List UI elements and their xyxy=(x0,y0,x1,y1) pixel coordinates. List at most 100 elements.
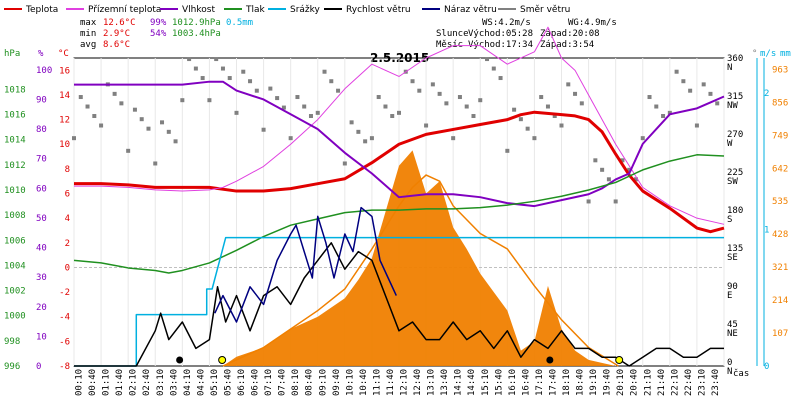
tick-hpa: 1000 xyxy=(4,312,26,322)
tick-solar: 107 xyxy=(772,329,788,339)
tick-x: 07:40 xyxy=(278,369,288,396)
tick-x: 05:40 xyxy=(223,369,233,396)
wind-dir-dot xyxy=(146,126,151,131)
tick-hpa: 1008 xyxy=(4,211,26,221)
wind-dir-dot xyxy=(471,114,476,119)
tick-x: 14:10 xyxy=(454,369,464,396)
wind-dir-dot xyxy=(633,177,638,182)
tick-solar: 963 xyxy=(772,65,788,75)
tick-x: 06:40 xyxy=(251,369,261,396)
tick-x: 10:10 xyxy=(345,369,355,396)
sunrise-marker xyxy=(218,356,227,364)
tick-degc: 0 xyxy=(65,263,70,273)
wind-dir-dot xyxy=(112,91,117,96)
wind-dir-dot xyxy=(132,107,137,112)
wind-dir-dot xyxy=(478,98,483,103)
tick-hpa: 1004 xyxy=(4,261,26,271)
tick-deg: 90 xyxy=(727,282,738,292)
tick-degc: 2 xyxy=(65,239,70,249)
tick-degc: 12 xyxy=(59,116,70,126)
unit-degc: °C xyxy=(58,49,69,59)
wind-dir-dot xyxy=(207,98,212,103)
wind-dir-dot xyxy=(315,110,320,115)
tick-deg: 135 xyxy=(727,244,743,254)
tick-hpa: 1010 xyxy=(4,186,26,196)
wind-dir-dot xyxy=(78,95,83,100)
wind-dir-dot xyxy=(261,127,266,132)
wind-dir-dot xyxy=(254,88,259,93)
series-Srážky xyxy=(74,236,724,367)
wind-dir-dot xyxy=(437,91,442,96)
tick-dir: NE xyxy=(727,329,738,339)
tick-hpa: 1002 xyxy=(4,287,26,297)
unit-ms: m/s xyxy=(760,49,776,59)
legend-label: Náraz větru xyxy=(444,5,497,15)
tick-pct: 10 xyxy=(36,332,47,342)
tick-degc: -8 xyxy=(59,362,70,372)
unit-cas: čas xyxy=(733,368,749,379)
wind-dir-dot xyxy=(600,167,605,172)
tick-x: 14:40 xyxy=(467,369,477,396)
min-temp: 2.9°C xyxy=(103,29,130,39)
wind-dir-dot xyxy=(573,91,578,96)
wind-dir-dot xyxy=(119,101,124,106)
moonrise-marker xyxy=(546,356,554,364)
tick-pct: 80 xyxy=(36,125,47,135)
wind-dir-dot xyxy=(485,57,490,62)
moon-label: Měsíc xyxy=(436,40,463,50)
tick-x: 02:10 xyxy=(129,369,139,396)
sun-label: Slunce xyxy=(436,29,469,39)
tick-x: 00:40 xyxy=(88,369,98,396)
wind-dir-dot xyxy=(99,123,104,128)
tick-hpa: 998 xyxy=(4,337,20,347)
wind-dir-dot xyxy=(369,136,374,141)
tick-dir: NW xyxy=(727,101,738,111)
avg-label: avg xyxy=(80,40,96,50)
legend: Teplota Přízemní teplota Vlhkost Tlak Srážky… xyxy=(4,5,570,15)
wind-dir-dot xyxy=(234,110,239,115)
wind-dir-dot xyxy=(457,95,462,100)
tick-x: 12:10 xyxy=(400,369,410,396)
wind-dir-dot xyxy=(444,101,449,106)
min-pressure: 1003.4hPa xyxy=(172,29,221,39)
tick-degc: 14 xyxy=(59,91,70,101)
tick-dir: N xyxy=(727,63,732,73)
wind-dir-dot xyxy=(268,86,273,91)
wind-dir-dot xyxy=(518,117,523,122)
tick-solar: 321 xyxy=(772,263,788,273)
min-humidity: 54% xyxy=(150,29,167,39)
tick-deg: 0 xyxy=(727,358,732,368)
wind-dir-dot xyxy=(288,136,293,141)
tick-degc: 16 xyxy=(59,66,70,76)
wind-dir-dot xyxy=(397,110,401,115)
wind-dir-dot xyxy=(363,139,368,144)
tick-deg: 45 xyxy=(727,320,738,330)
moon-set: Západ:3:54 xyxy=(540,40,594,50)
tick-x: 16:10 xyxy=(508,369,518,396)
tick-x: 20:10 xyxy=(616,369,626,396)
sun-set: Západ:20:08 xyxy=(540,29,600,39)
series-Přízemní teplota xyxy=(74,26,725,225)
wind-dir-dot xyxy=(193,66,198,71)
wind-dir-dot xyxy=(126,148,131,153)
wind-dir-dot xyxy=(173,139,178,144)
tick-x: 18:40 xyxy=(576,369,586,396)
unit-pct: % xyxy=(38,49,44,59)
wind-dir-dot xyxy=(383,104,388,109)
axes-group: 9969981000100210041006100810101012101410… xyxy=(4,54,788,396)
tick-x: 03:10 xyxy=(156,369,166,396)
tick-x: 11:40 xyxy=(386,369,396,396)
wind-dir-dot xyxy=(532,136,537,141)
tick-hpa: 1014 xyxy=(4,136,26,146)
wind-dir-dot xyxy=(606,177,611,182)
tick-x: 18:10 xyxy=(562,369,572,396)
tick-deg: 360 xyxy=(727,54,743,64)
tick-x: 01:10 xyxy=(102,369,112,396)
legend-label: Přízemní teplota xyxy=(88,5,161,15)
max-pressure: 1012.9hPa xyxy=(172,18,221,28)
wind-dir-dot xyxy=(424,123,429,128)
tick-x: 11:10 xyxy=(372,369,382,396)
wind-dir-dot xyxy=(214,57,219,62)
tick-x: 15:10 xyxy=(481,369,491,396)
wind-speed-info: WS:4.2m/s xyxy=(482,18,531,28)
